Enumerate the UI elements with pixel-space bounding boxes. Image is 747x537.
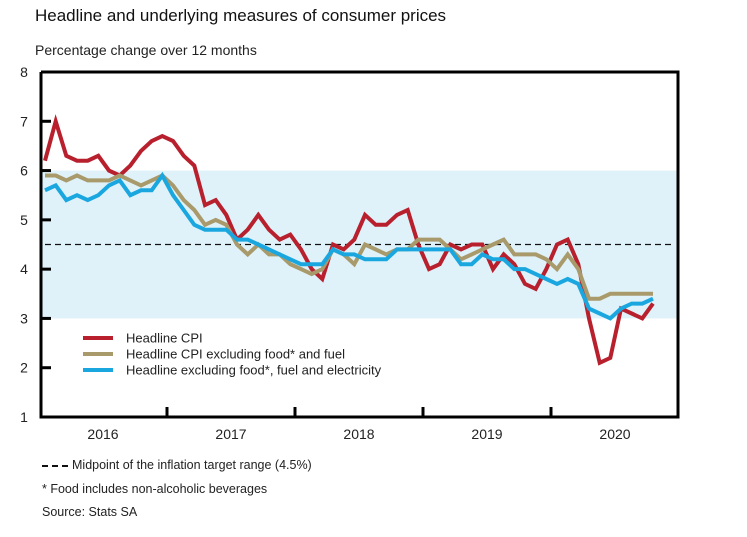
x-tick-label: 2018 (343, 426, 374, 442)
x-tick-label: 2020 (599, 426, 630, 442)
y-tick-label: 1 (20, 409, 28, 425)
y-tick-label: 5 (20, 212, 28, 228)
y-tick-label: 3 (20, 310, 28, 326)
legend-label-2: Headline CPI excluding food* and fuel (126, 347, 345, 362)
plot-frame (39, 70, 680, 419)
x-tick-label: 2016 (87, 426, 118, 442)
series-line-2 (45, 173, 653, 301)
y-tick-label: 4 (20, 261, 28, 277)
legend-label-3: Headline excluding food*, fuel and elect… (126, 363, 382, 378)
y-tick-label: 6 (20, 163, 28, 179)
y-tick-label: 7 (20, 113, 28, 129)
dashed-line-icon (42, 464, 68, 467)
food-footnote: * Food includes non-alcoholic beverages (42, 482, 268, 496)
legend-label-1: Headline CPI (126, 331, 203, 346)
series-line-1 (43, 114, 655, 366)
chart-title: Headline and underlying measures of cons… (35, 6, 447, 25)
x-tick-label: 2017 (215, 426, 246, 442)
chart-subtitle: Percentage change over 12 months (35, 42, 257, 58)
y-tick-label: 2 (20, 360, 28, 376)
x-tick-label: 2019 (471, 426, 502, 442)
y-tick-label: 8 (20, 64, 28, 80)
source-note: Source: Stats SA (42, 505, 138, 519)
series-line-3 (44, 171, 654, 321)
midpoint-footnote-text: Midpoint of the inflation target range (… (72, 458, 312, 472)
midpoint-footnote: Midpoint of the inflation target range (… (42, 458, 312, 472)
